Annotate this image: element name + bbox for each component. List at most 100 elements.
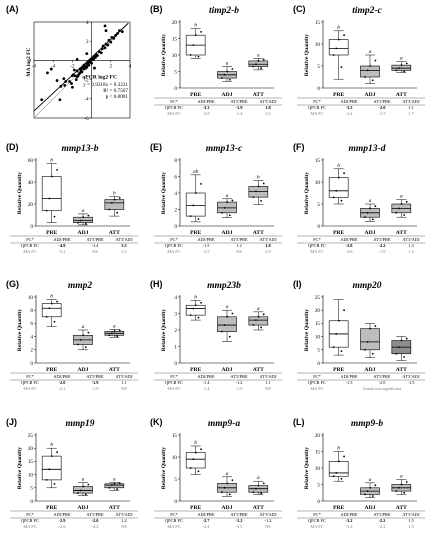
box-datapoint [48, 197, 51, 200]
fc-qpcr-cell: -1.4 [203, 380, 211, 385]
category-label: PRE [333, 367, 344, 373]
category-label: PRE [46, 230, 57, 236]
box-datapoint [371, 352, 374, 355]
y-tick-label: 0 [174, 224, 177, 230]
fc-qpcr-cell: 1.1 [121, 380, 127, 385]
x-tick-label: 4 [129, 63, 132, 69]
box-datapoint [405, 337, 408, 340]
scatter-point [85, 52, 89, 56]
y-tick-label: 0 [317, 361, 320, 367]
fc-qpcr-cell: -2.7 [203, 518, 211, 523]
box-datapoint [262, 482, 265, 485]
box-datapoint [50, 175, 53, 178]
fc-table-header: ATT/ADJ [259, 512, 277, 517]
box-datapoint [221, 77, 223, 79]
gene-title: mmp9-b [351, 419, 383, 429]
box-datapoint [403, 214, 406, 216]
fc-qpcr-cell: -2.2 [379, 243, 386, 248]
category-label: PRE [46, 367, 57, 373]
scatter-point [112, 36, 116, 40]
significance-letter: a [82, 208, 85, 214]
box-datapoint [228, 214, 231, 217]
significance-letter: b [50, 294, 53, 300]
panel-b: (B) timp2-b 0 5 10 15 20 Relative Quantity b PRE a… [150, 4, 282, 116]
fc-table-header: ATT/ADJ [115, 512, 133, 517]
fc-qpcr-cell: -1.2 [265, 518, 272, 523]
scatter-point [74, 78, 78, 81]
box-datapoint [200, 448, 202, 451]
significance-letter: b [337, 25, 340, 31]
y-axis-title: Relative Quantity [304, 447, 310, 490]
category-label: ADJ [365, 92, 376, 98]
box-datapoint [405, 62, 408, 65]
significance-letter: ab [193, 169, 199, 175]
fc-table-header: ATT/PRE [373, 374, 391, 379]
fc-ma-cell: -1.9 [379, 249, 387, 254]
fc-qpcr-cell: 1.1 [408, 105, 414, 110]
box-datapoint [257, 60, 260, 62]
box-datapoint [116, 335, 119, 338]
y-tick-label: 6 [174, 174, 177, 180]
box-datapoint [395, 352, 398, 355]
box-datapoint [337, 460, 340, 463]
y-tick-label: 10 [315, 334, 321, 340]
y-axis-title: Relative Quantity [17, 447, 23, 490]
scatter-point [46, 71, 49, 75]
box-datapoint [192, 44, 195, 46]
panel-j: (J) mmp19 0 5 10 15 20 25 Relative Quantity b PRE a… [6, 417, 138, 529]
box-datapoint [374, 484, 377, 487]
y-tick-label: 0 [30, 499, 33, 505]
box-datapoint [400, 203, 403, 205]
box-datapoint [257, 185, 260, 188]
fc-qpcr-cell: -4.9 [59, 243, 67, 248]
category-label: PRE [190, 92, 201, 98]
fc-ma-cell: 3.3 [121, 249, 127, 254]
fc-qpcr-cell: QPCR FC [165, 105, 183, 110]
panel-label: (L) [293, 417, 305, 427]
y-tick-label: -6 [84, 116, 89, 122]
box-datapoint [228, 78, 231, 81]
y-tick-label: 4 [174, 295, 177, 301]
box-datapoint [53, 320, 56, 323]
scatter-point [92, 58, 95, 61]
fc-table-header: FC* [313, 374, 321, 379]
box-datapoint [118, 482, 121, 485]
box-datapoint [79, 339, 82, 341]
fc-qpcr-cell: -1.9 [92, 380, 100, 385]
box-datapoint [369, 327, 372, 330]
box-datapoint [255, 487, 257, 490]
box-datapoint [82, 485, 85, 488]
scatter-point [55, 79, 59, 82]
scatter-point [71, 85, 74, 89]
fc-ma-cell: MA FC [23, 524, 36, 529]
box-iqr [328, 177, 349, 198]
box-datapoint [395, 211, 398, 214]
x-axis-title: qPCR log2 FC [82, 74, 117, 80]
box-datapoint [366, 490, 369, 492]
y-tick-label: 4 [86, 20, 89, 26]
fc-qpcr-cell: -3.2 [236, 518, 243, 523]
significance-letter: a [82, 477, 85, 483]
box-datapoint [189, 215, 192, 217]
fc-table-header: ATT/PRE [86, 237, 104, 242]
box-datapoint [332, 196, 335, 199]
box-datapoint [50, 302, 53, 305]
fc-qpcr-cell: QPCR FC [308, 243, 326, 248]
box-datapoint [87, 483, 90, 486]
fc-ma-cell: found non-significant [363, 386, 402, 391]
category-label: PRE [46, 505, 57, 511]
box-datapoint [257, 315, 260, 318]
box-datapoint [364, 216, 366, 219]
fc-qpcr-cell: -2.8 [346, 243, 354, 248]
fc-ma-cell: 1.7 [408, 111, 414, 116]
box-datapoint [260, 492, 263, 495]
box-datapoint [335, 333, 338, 335]
fc-ma-cell: NS [265, 386, 271, 391]
fc-qpcr-cell: -2.9 [59, 518, 67, 523]
y-axis-title: Relative Quantity [304, 172, 310, 215]
box-datapoint [226, 482, 229, 485]
category-label: ATT [396, 505, 407, 511]
fc-qpcr-cell: -2.0 [379, 105, 387, 110]
box-datapoint [111, 484, 113, 487]
